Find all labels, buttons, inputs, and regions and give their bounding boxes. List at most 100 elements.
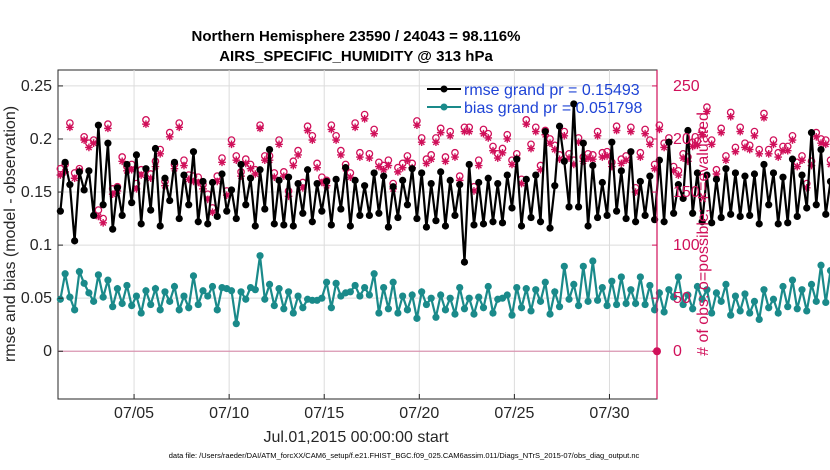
rmse-point [284, 173, 293, 181]
obs-evaluated-point [750, 132, 759, 140]
bias-point [674, 273, 682, 281]
rmse-point [327, 221, 335, 229]
rmse-point [213, 212, 221, 221]
rmse-point [223, 207, 231, 215]
bias-point [113, 285, 122, 293]
obs-evaluated-point [593, 132, 602, 140]
bias-point [788, 276, 797, 284]
rmse-point [427, 179, 435, 188]
bias-point [256, 252, 264, 260]
obs-evaluated-point [693, 141, 702, 150]
obs-evaluated-point [446, 132, 455, 140]
obs-evaluated-point [146, 174, 155, 183]
obs-evaluated-point [612, 126, 621, 135]
bias-point [603, 302, 611, 310]
rmse-point [536, 218, 545, 226]
obs-evaluated-point [821, 140, 830, 149]
bias-point [451, 310, 459, 318]
rmse-point [646, 172, 654, 180]
obs-evaluated-point [531, 127, 540, 136]
obs-evaluated-point [370, 129, 378, 138]
bias-point [517, 304, 526, 312]
obs-evaluated-point [151, 162, 160, 171]
rmse-point [365, 211, 373, 219]
bias-point [418, 288, 426, 296]
rmse-point [75, 168, 83, 176]
rmse-point [798, 171, 806, 179]
obs-evaluated-point [565, 154, 573, 162]
bias-point [446, 294, 454, 302]
rmse-point [432, 217, 440, 225]
obs-evaluated-point [807, 161, 816, 170]
obs-evaluated-point [769, 140, 778, 149]
bias-point [356, 292, 364, 300]
obs-evaluated-point [332, 136, 340, 144]
obs-evaluated-point [441, 157, 450, 166]
obs-evaluated-point [360, 115, 369, 123]
bias-point [793, 305, 801, 313]
bias-point [456, 283, 464, 292]
obs-evaluated-point [779, 146, 787, 155]
bias-point [574, 302, 583, 310]
bias-point [589, 257, 597, 265]
rmse-point [632, 218, 640, 226]
rmse-point [741, 172, 749, 180]
y-tick-label: 0.2 [30, 131, 52, 148]
bias-point [346, 288, 354, 296]
bias-point [61, 270, 69, 278]
rmse-point [80, 186, 88, 194]
rmse-point [793, 212, 801, 221]
obs-evaluated-point [156, 150, 165, 158]
bias-point [736, 307, 744, 315]
rmse-point [403, 201, 412, 209]
rmse-point [574, 203, 583, 211]
bias-point [627, 286, 635, 294]
bias-point [66, 293, 74, 301]
bias-point [261, 295, 269, 303]
bias-point [132, 292, 141, 300]
rmse-point [784, 219, 792, 227]
rmse-point [375, 209, 383, 217]
obs-evaluated-point [584, 154, 592, 162]
rmse-point [608, 138, 616, 146]
rmse-point [660, 218, 668, 226]
obs-evaluated-point [474, 161, 483, 170]
obs-evaluated-point [356, 153, 364, 161]
bias-point [384, 305, 393, 313]
bias-point [784, 303, 792, 311]
y-right-tick-label: 250 [673, 78, 700, 95]
obs-evaluated-point [517, 179, 526, 188]
x-tick-label: 07/10 [209, 405, 249, 422]
rmse-point [598, 178, 606, 187]
obs-evaluated-point [546, 139, 554, 148]
bias-point [670, 293, 678, 301]
obs-evaluated-point [175, 123, 184, 132]
y-tick-label: 0.15 [21, 184, 52, 201]
rmse-point [137, 220, 145, 228]
bias-point [147, 300, 155, 309]
rmse-point [170, 158, 179, 166]
obs-evaluated-point [712, 170, 721, 178]
rmse-point [237, 160, 245, 169]
y-axis-right-label: # of obs: o=possible; ∗=evaluated [695, 112, 712, 356]
rmse-point [227, 186, 236, 194]
bias-point [351, 281, 359, 290]
rmse-point [408, 165, 416, 173]
bias-point [774, 309, 782, 317]
bias-point [489, 309, 497, 317]
rmse-point [465, 160, 473, 169]
bias-point [612, 300, 621, 309]
rmse-point [275, 176, 283, 184]
bias-point [185, 304, 193, 312]
bias-point [470, 310, 478, 318]
rmse-point [356, 211, 364, 219]
bias-point [413, 314, 421, 322]
obs-evaluated-point [70, 174, 79, 183]
obs-evaluated-point [299, 184, 307, 192]
bias-point [708, 309, 716, 317]
bias-point [579, 262, 587, 270]
bias-point [812, 297, 820, 305]
bias-point [555, 303, 564, 311]
obs-evaluated-point [802, 184, 811, 192]
rmse-point [128, 199, 136, 207]
